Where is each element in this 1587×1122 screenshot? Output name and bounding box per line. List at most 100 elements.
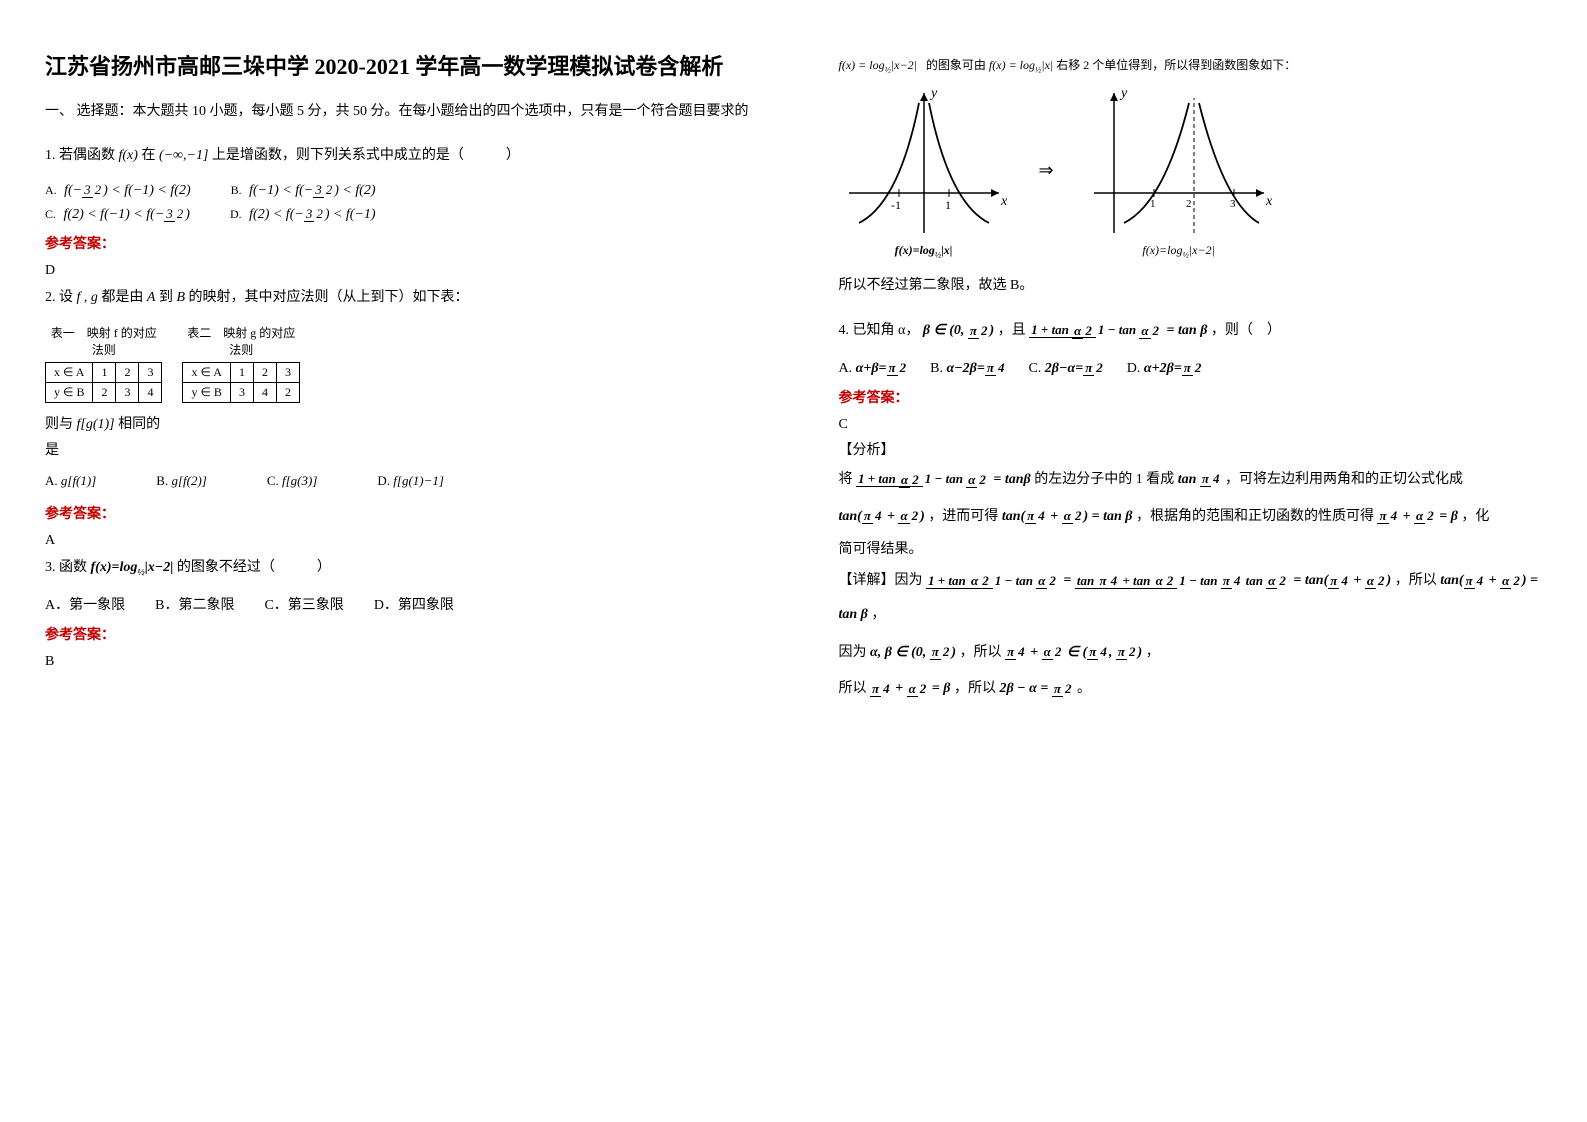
t1-xa1: 2 — [116, 362, 139, 382]
q1-optD: D. f(2) < f(−32) < f(−1) — [230, 207, 376, 223]
q2-t1-caption: 表一 映射 f 的对应法则 — [45, 324, 162, 358]
q4-s1c: ，可将左边利用两角和的正切公式化成 — [1225, 472, 1463, 487]
q3-graph-row: x y -1 1 f(x)=log½|x| ⇒ x y — [839, 83, 1543, 258]
q4-rp: 因为 — [839, 645, 867, 660]
q3-optB: B．第二象限 — [155, 594, 234, 614]
svg-text:-1: -1 — [891, 198, 901, 212]
q4-optD: D. α+2β=π2 — [1127, 361, 1204, 377]
q4-sol-range: 因为 α, β ∈ (0, π2) ，所以 π4 + α2 ∈ (π4, π2)… — [839, 638, 1543, 669]
q2-t2-caption: 表二 映射 g 的对应法则 — [182, 324, 299, 358]
q1-interval: (−∞,−1] — [159, 148, 209, 163]
q1-answer: D — [45, 263, 749, 279]
question-1: 1. 若偶函数 f(x) 在 (−∞,−1] 上是增函数，则下列关系式中成立的是… — [45, 143, 749, 168]
q2-table1: 表一 映射 f 的对应法则 x ∈ A 1 2 3 y ∈ B 2 3 4 — [45, 324, 162, 403]
q4-s2c: ，化 — [1461, 509, 1489, 524]
q3-sol-post: 右移 2 个单位得到，所以得到函数图象如下： — [1056, 58, 1296, 72]
q2-tables: 表一 映射 f 的对应法则 x ∈ A 1 2 3 y ∈ B 2 3 4 表二… — [45, 324, 749, 403]
q4-sol-line2: tan(π4 + α2) ，进而可得 tan(π4 + α2) = tan β … — [839, 502, 1543, 533]
t1-xa2: 3 — [139, 362, 162, 382]
q4-detp: ， — [871, 607, 885, 622]
arrow-icon: ⇒ — [1039, 160, 1054, 181]
q1-answer-label: 参考答案： — [45, 233, 749, 253]
svg-text:x: x — [1265, 194, 1273, 209]
q4-fpt: 。 — [1077, 681, 1091, 696]
t1-xa0: 1 — [93, 362, 116, 382]
q4-sol-line3: 简可得结果。 — [839, 538, 1543, 558]
g1-label: f(x)=log½|x| — [839, 243, 1009, 258]
q4-post: ，则（ ） — [1211, 323, 1281, 338]
t1-r2h: y ∈ B — [46, 382, 93, 402]
q1-stem-pre: 1. 若偶函数 — [45, 148, 115, 163]
q1-fx: f(x) — [119, 148, 138, 163]
q3-optD: D．第四象限 — [374, 594, 454, 614]
q4-optA: A. α+β=π2 — [839, 361, 909, 377]
q1-options-row1: A. f(−32) < f(−1) < f(2) B. f(−1) < f(−3… — [45, 183, 749, 199]
q3-optC: C．第三象限 — [264, 594, 343, 614]
q2-options: A. g[f(1)] B. g[f(2)] C. f[g(3)] D. f[g(… — [45, 473, 749, 489]
graph-2: x y 1 2 3 f(x)=log½|x−2| — [1084, 83, 1274, 258]
q2-optA: A. g[f(1)] — [45, 473, 96, 489]
q3-stem: 3. 函数 f(x)=log½|x−2| 的图象不经过（ ） — [45, 555, 749, 580]
q4-sol-line1: 将 1 + tan α21 − tan α2 = tanβ 的左边分子中的 1 … — [839, 465, 1543, 496]
t1-yb1: 3 — [116, 382, 139, 402]
q4-optC: C. 2β−α=π2 — [1028, 361, 1104, 377]
svg-text:1: 1 — [945, 198, 951, 212]
q2-answer: A — [45, 533, 749, 549]
q3-post: 的图象不经过（ ） — [177, 560, 331, 575]
q3-sol-conclusion: 所以不经过第二象限，故选 B。 — [839, 274, 1543, 294]
q4-answer-label: 参考答案： — [839, 387, 1543, 407]
q2-stem: 2. 设 f , g 都是由 A 到 B 的映射，其中对应法则（从上到下）如下表… — [45, 285, 749, 310]
q1-stem-mid: 在 — [141, 148, 155, 163]
t1-yb2: 4 — [139, 382, 162, 402]
q1-optA: A. f(−32) < f(−1) < f(2) — [45, 183, 191, 199]
q4-s1a: 将 — [839, 472, 853, 487]
t1-yb0: 2 — [93, 382, 116, 402]
svg-text:x: x — [1000, 194, 1008, 209]
q4-sol-detail: 【详解】因为 1 + tan α21 − tan α2 = tan π4 + t… — [839, 564, 1543, 631]
q1-stem-post: 上是增函数，则下列关系式中成立的是（ ） — [212, 148, 520, 163]
q2-optD: D. f[g(1)−1] — [377, 473, 444, 489]
q4-answer: C — [839, 417, 1543, 433]
t2-r1h: x ∈ A — [183, 362, 230, 382]
graph-1: x y -1 1 f(x)=log½|x| — [839, 83, 1009, 258]
g2-label: f(x)=log½|x−2| — [1084, 243, 1274, 258]
svg-text:y: y — [1119, 86, 1128, 101]
q4-fp: 所以 — [839, 681, 867, 696]
q4-fm: ，所以 — [954, 681, 996, 696]
q4-mid: ，且 — [998, 323, 1026, 338]
q3-sol-mid: 的图象可由 — [926, 58, 986, 72]
q4-rm: ，所以 — [960, 645, 1002, 660]
q2-optB: B. g[f(2)] — [156, 473, 207, 489]
q3-optA: A．第一象限 — [45, 594, 125, 614]
page-title: 江苏省扬州市高邮三垛中学 2020-2021 学年高一数学理模拟试卷含解析 — [45, 50, 749, 83]
q2-answer-label: 参考答案： — [45, 503, 749, 523]
q4-analysis-label: 【分析】 — [839, 439, 1543, 459]
q3-pre: 3. 函数 — [45, 560, 87, 575]
t2-r2h: y ∈ B — [183, 382, 230, 402]
q4-s1b: 的左边分子中的 1 看成 — [1034, 472, 1174, 487]
t2-xa2: 3 — [276, 362, 299, 382]
q4-optB: B. α−2β=π4 — [930, 361, 1006, 377]
svg-text:y: y — [929, 86, 938, 101]
q2-table2: 表二 映射 g 的对应法则 x ∈ A 1 2 3 y ∈ B 3 4 2 — [182, 324, 299, 403]
q3-options: A．第一象限 B．第二象限 C．第三象限 D．第四象限 — [45, 594, 749, 614]
t1-r1h: x ∈ A — [46, 362, 93, 382]
q4-s2b: ，根据角的范围和正切函数的性质可得 — [1136, 509, 1374, 524]
q1-optC: C. f(2) < f(−1) < f(−32) — [45, 207, 190, 223]
q2-optC: C. f[g(3)] — [267, 473, 318, 489]
q4-stem: 4. 已知角 α， β ∈ (0, π2) ，且 1 + tan α21 − t… — [839, 316, 1543, 347]
t2-xa0: 1 — [230, 362, 253, 382]
t2-xa1: 2 — [253, 362, 276, 382]
q4-s2a: ，进而可得 — [928, 509, 998, 524]
q4-rpt: ， — [1146, 645, 1160, 660]
q3-sol-line1: f(x) = log½|x−2| 的图象可由 f(x) = log½|x| 右移… — [839, 56, 1543, 73]
q2-mid2: 是 — [45, 439, 749, 459]
t2-yb2: 2 — [276, 382, 299, 402]
q4-det-lab: 【详解】因为 — [839, 573, 923, 588]
q4-options: A. α+β=π2 B. α−2β=π4 C. 2β−α=π2 D. α+2β=… — [839, 361, 1543, 377]
q1-optB: B. f(−1) < f(−32) < f(2) — [231, 183, 376, 199]
q3-answer: B — [45, 654, 749, 670]
t2-yb1: 4 — [253, 382, 276, 402]
section-intro: 一、 选择题：本大题共 10 小题，每小题 5 分，共 50 分。在每小题给出的… — [45, 101, 749, 123]
q4-sol-final: 所以 π4 + α2 = β ，所以 2β − α = π2 。 — [839, 674, 1543, 705]
